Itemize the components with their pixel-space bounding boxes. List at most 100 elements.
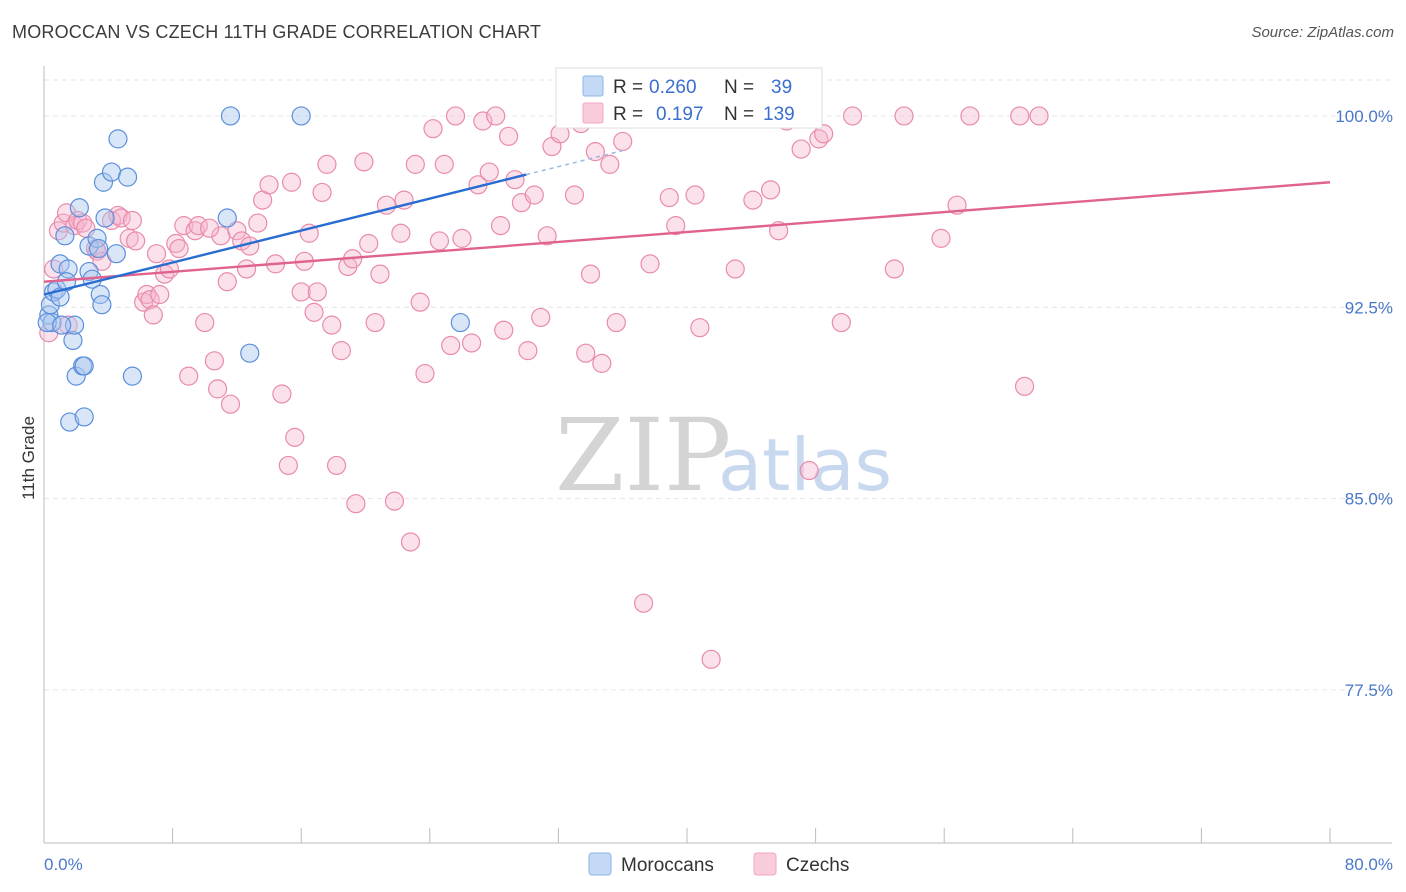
czechs-trendline — [43, 181, 1331, 283]
czech-point-123 — [842, 106, 863, 126]
moroccan-point-24 — [93, 172, 114, 192]
czech-point-134 — [304, 302, 324, 322]
czech-point-122 — [831, 312, 851, 333]
moroccan-point-21 — [89, 238, 109, 259]
czech-point-46 — [272, 384, 292, 404]
czech-point-98 — [576, 343, 596, 363]
czech-point-33 — [204, 351, 224, 371]
moroccan-point-33 — [240, 343, 260, 363]
czech-point-34 — [208, 379, 228, 399]
czech-point-71 — [405, 154, 425, 174]
moroccan-point-31 — [217, 208, 237, 228]
czech-point-83 — [479, 162, 499, 182]
czech-point-124 — [884, 259, 904, 279]
legend-moroccans-label: Moroccans — [621, 855, 714, 876]
czech-point-62 — [354, 152, 374, 172]
czech-point-53 — [307, 282, 327, 302]
czech-point-37 — [220, 394, 241, 414]
czech-point-73 — [415, 363, 435, 384]
czech-point-23 — [150, 284, 170, 305]
czech-point-91 — [524, 185, 544, 205]
czech-point-87 — [498, 126, 519, 146]
czech-point-103 — [606, 312, 626, 333]
czech-point-57 — [326, 455, 347, 476]
czech-point-86 — [494, 320, 514, 340]
moroccans-swatch — [582, 75, 604, 97]
czech-point-121 — [814, 124, 834, 144]
czech-point-79 — [452, 228, 472, 248]
moroccan-point-37 — [52, 315, 72, 335]
czechs-points — [39, 106, 1049, 669]
czech-point-32 — [195, 312, 215, 333]
czech-point-119 — [799, 460, 819, 481]
czech-point-133 — [199, 218, 220, 238]
czech-point-92 — [531, 307, 551, 328]
czech-point-96 — [564, 185, 585, 205]
axes — [43, 66, 1392, 844]
czech-point-67 — [384, 491, 405, 511]
czech-point-80 — [461, 333, 482, 353]
czech-point-27 — [169, 238, 189, 259]
stats-legend: R = 0.260 N = 39 R = 0.197 N = 139 — [555, 67, 823, 129]
czech-point-50 — [291, 282, 311, 302]
y-tick-labels: 77.5% 85.0% 92.5% 100.0% — [1335, 107, 1393, 700]
czech-point-40 — [236, 259, 257, 279]
czech-point-84 — [486, 106, 506, 126]
legend-czechs-swatch — [753, 852, 777, 876]
czech-point-55 — [317, 154, 337, 174]
y-tick-label-0: 77.5% — [1345, 681, 1393, 700]
czech-point-48 — [281, 172, 302, 192]
czech-point-125 — [894, 106, 914, 126]
czech-point-82 — [473, 111, 493, 131]
czech-point-85 — [490, 216, 511, 236]
moroccan-point-36 — [37, 312, 57, 333]
czech-point-93 — [537, 226, 557, 246]
moroccan-point-35 — [450, 312, 470, 333]
y-axis-label: 11th Grade — [19, 416, 38, 500]
moroccans-n-value: 39 — [771, 77, 792, 98]
moroccan-point-20 — [87, 228, 107, 248]
czech-point-111 — [701, 649, 721, 669]
czech-point-74 — [423, 119, 443, 139]
moroccans-trendline-extension — [526, 149, 623, 176]
moroccan-point-25 — [95, 208, 115, 228]
czech-point-49 — [285, 427, 305, 447]
czechs-r-value: 0.197 — [656, 104, 704, 125]
czech-point-54 — [312, 182, 332, 203]
moroccans-r-label: R = — [613, 77, 643, 98]
legend-czechs-label: Czechs — [786, 855, 849, 876]
czech-point-61 — [346, 494, 366, 514]
czech-point-113 — [743, 190, 763, 210]
moroccan-point-26 — [101, 162, 122, 182]
moroccans-r-value: 0.260 — [649, 77, 697, 98]
czech-point-58 — [331, 341, 351, 361]
czech-point-110 — [690, 318, 710, 338]
czech-point-30 — [185, 221, 205, 241]
czech-point-100 — [585, 142, 605, 162]
czech-point-126 — [931, 228, 951, 248]
czech-point-106 — [640, 254, 660, 274]
czech-point-112 — [725, 259, 745, 279]
moroccan-point-10 — [63, 330, 83, 351]
czechs-n-label: N = — [724, 104, 754, 125]
czech-point-131 — [1029, 106, 1049, 126]
moroccan-point-23 — [92, 295, 112, 315]
moroccan-point-9 — [60, 412, 80, 432]
moroccan-point-15 — [74, 356, 94, 376]
moroccan-point-12 — [66, 366, 86, 386]
czech-point-107 — [659, 187, 679, 208]
moroccan-point-30 — [122, 366, 143, 386]
trendlines — [43, 149, 1331, 296]
x-tick-label-1: 80.0% — [1345, 855, 1393, 874]
moroccans-n-label: N = — [724, 77, 754, 98]
czech-point-129 — [1010, 106, 1030, 126]
czech-point-38 — [227, 221, 247, 241]
czech-point-56 — [322, 315, 342, 335]
czech-point-101 — [592, 353, 612, 373]
czech-point-15 — [111, 208, 131, 228]
czech-point-77 — [441, 335, 461, 356]
source-label: Source: ZipAtlas.com — [1251, 24, 1394, 41]
czech-point-22 — [143, 305, 163, 325]
y-tick-label-3: 100.0% — [1335, 107, 1393, 126]
czech-point-17 — [122, 210, 143, 231]
